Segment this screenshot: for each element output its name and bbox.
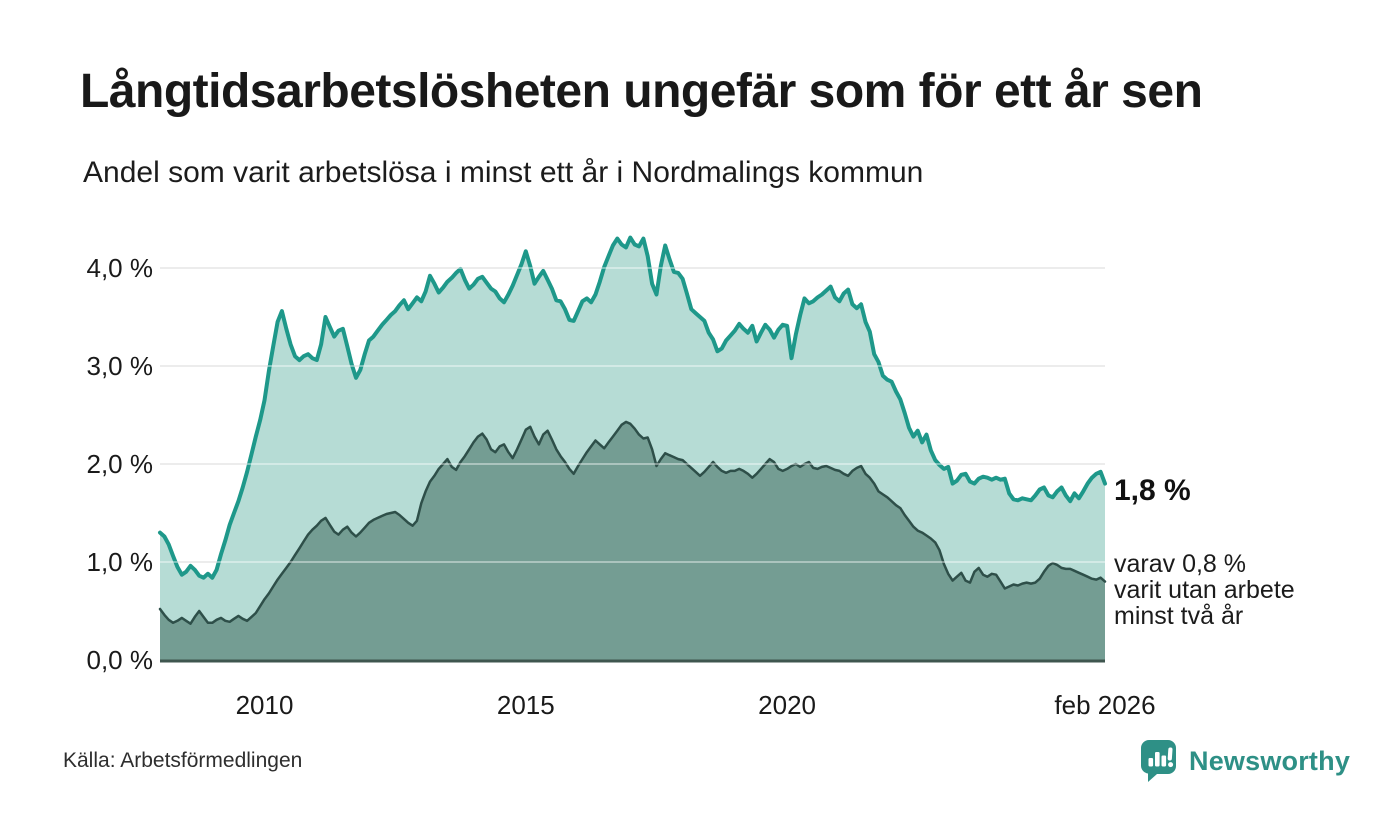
x-axis-tick-label: feb 2026 <box>1054 690 1156 720</box>
x-axis-tick-label: 2020 <box>758 690 817 720</box>
chart-title: Långtidsarbetslösheten ungefär som för e… <box>80 65 1203 118</box>
two-year-annotation-line: varit utan arbete <box>1114 576 1295 604</box>
two-year-annotation-line: varav 0,8 % <box>1114 550 1247 578</box>
source-attribution: Källa: Arbetsförmedlingen <box>63 749 303 772</box>
y-axis-tick-label: 2,0 % <box>86 449 154 479</box>
y-axis-tick-label: 3,0 % <box>86 351 154 381</box>
y-axis-tick-label: 0,0 % <box>86 645 154 675</box>
newsworthy-logo: Newsworthy <box>1140 739 1350 783</box>
x-axis-tick-label: 2015 <box>496 690 555 720</box>
x-axis-tick-label: 2010 <box>235 690 294 720</box>
two-year-annotation-line: minst två år <box>1114 602 1244 630</box>
y-axis-tick-label: 1,0 % <box>86 547 154 577</box>
latest-value-label: 1,8 % <box>1114 474 1191 507</box>
two-year-annotation: varav 0,8 % varit utan arbete minst två … <box>1114 551 1295 629</box>
y-axis-tick-label: 4,0 % <box>86 253 154 283</box>
newsworthy-wordmark: Newsworthy <box>1189 745 1351 776</box>
newsworthy-logo-icon <box>1141 740 1176 782</box>
chart-subtitle: Andel som varit arbetslösa i minst ett å… <box>83 156 924 189</box>
